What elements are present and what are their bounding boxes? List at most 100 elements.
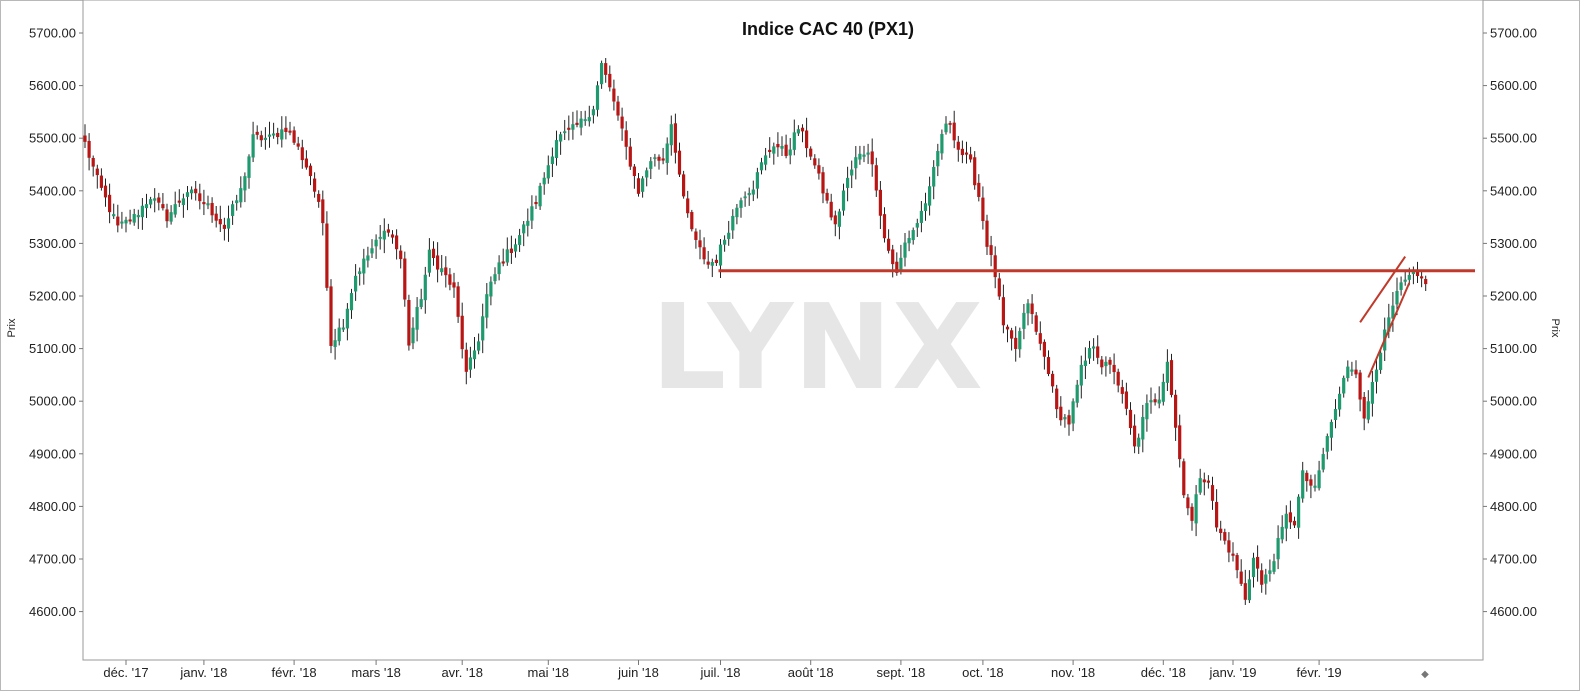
candle-body-up xyxy=(173,204,177,215)
candle xyxy=(1256,545,1260,582)
candle-body-down xyxy=(1051,373,1055,387)
candle-body-down xyxy=(386,229,390,233)
candle-body-down xyxy=(1124,391,1128,409)
candle-body-up xyxy=(645,170,649,178)
y-tick-label-right: 4900.00 xyxy=(1490,446,1537,461)
candle-body-down xyxy=(177,200,181,203)
candle xyxy=(210,197,214,223)
candle xyxy=(645,167,649,187)
candle xyxy=(1092,338,1096,361)
candle xyxy=(272,122,276,139)
candle-body-up xyxy=(1379,352,1383,370)
candle xyxy=(768,137,772,158)
candle xyxy=(169,205,173,225)
candle xyxy=(1038,321,1042,351)
candle-body-up xyxy=(546,165,550,179)
candle xyxy=(124,216,128,233)
candle xyxy=(1128,402,1133,435)
candle-body-down xyxy=(1206,480,1210,483)
candle-body-up xyxy=(571,124,575,130)
candle-body-up xyxy=(124,219,128,224)
candle xyxy=(1149,387,1153,414)
candle xyxy=(677,142,682,178)
candle xyxy=(796,125,800,136)
candle xyxy=(944,116,948,135)
candle-body-up xyxy=(788,149,792,156)
y-tick-label-right: 4700.00 xyxy=(1490,552,1537,567)
candle-body-up xyxy=(1165,361,1169,383)
candle-body-up xyxy=(362,258,366,274)
candle-body-down xyxy=(813,158,817,166)
candle-body-up xyxy=(579,118,583,128)
candle-body-down xyxy=(218,219,222,225)
candle xyxy=(735,203,739,225)
candle xyxy=(1120,379,1124,404)
candle-body-up xyxy=(944,123,948,133)
candle xyxy=(505,237,509,266)
candle xyxy=(1403,271,1407,286)
candle-body-down xyxy=(1055,388,1059,410)
candle xyxy=(928,176,932,216)
candle xyxy=(489,276,493,306)
candle-body-down xyxy=(1153,399,1157,403)
candle-body-down xyxy=(276,132,280,138)
candle xyxy=(870,138,874,177)
candle xyxy=(575,110,579,128)
candle-body-down xyxy=(288,130,292,133)
candle xyxy=(526,208,530,237)
candle-body-up xyxy=(120,221,124,224)
candle xyxy=(140,198,144,230)
candle xyxy=(1018,327,1022,358)
candle xyxy=(296,136,300,150)
candle xyxy=(436,242,440,283)
candle-body-up xyxy=(112,214,116,217)
candle-body-up xyxy=(1026,303,1030,314)
candle xyxy=(1112,353,1116,385)
candle-body-down xyxy=(694,231,698,240)
candle-body-down xyxy=(1415,270,1420,277)
candle-body-up xyxy=(530,206,534,221)
candle xyxy=(1239,559,1243,587)
candle-body-up xyxy=(550,156,554,164)
candle-body-up xyxy=(243,176,247,191)
candle xyxy=(321,190,325,236)
candle xyxy=(731,209,735,239)
candle-body-down xyxy=(604,63,608,75)
x-tick-label: févr. '18 xyxy=(272,665,317,680)
candle-body-down xyxy=(460,315,464,350)
candle xyxy=(628,137,632,170)
y-tick-label-left: 5500.00 xyxy=(29,131,76,146)
candle xyxy=(1190,503,1194,531)
candle-body-down xyxy=(887,238,891,251)
candle-body-up xyxy=(518,235,522,245)
candle xyxy=(624,121,628,160)
candle-body-up xyxy=(1399,282,1403,290)
candle-body-up xyxy=(185,192,190,197)
candle-body-down xyxy=(805,130,809,149)
candle xyxy=(444,256,448,288)
candle-body-up xyxy=(915,223,919,228)
candle-body-up xyxy=(936,151,940,167)
candle-body-down xyxy=(1128,409,1133,429)
candle xyxy=(300,139,304,169)
candle xyxy=(530,195,534,229)
scroll-marker-icon[interactable]: ◆ xyxy=(1421,669,1429,680)
candle xyxy=(538,182,542,210)
candle xyxy=(464,342,468,385)
candle-body-down xyxy=(1309,479,1313,486)
candle xyxy=(1075,379,1079,408)
candle-body-up xyxy=(378,236,382,239)
candle-body-down xyxy=(997,278,1001,297)
candle xyxy=(850,160,854,189)
candle-body-up xyxy=(755,172,759,189)
candle xyxy=(690,209,694,232)
candle-body-up xyxy=(591,109,595,116)
candle-body-down xyxy=(321,199,325,224)
candle xyxy=(460,302,464,359)
candle-body-down xyxy=(325,223,329,288)
candle xyxy=(185,185,190,211)
candle xyxy=(91,155,95,177)
candle xyxy=(657,154,661,170)
candle-body-down xyxy=(1046,357,1051,375)
